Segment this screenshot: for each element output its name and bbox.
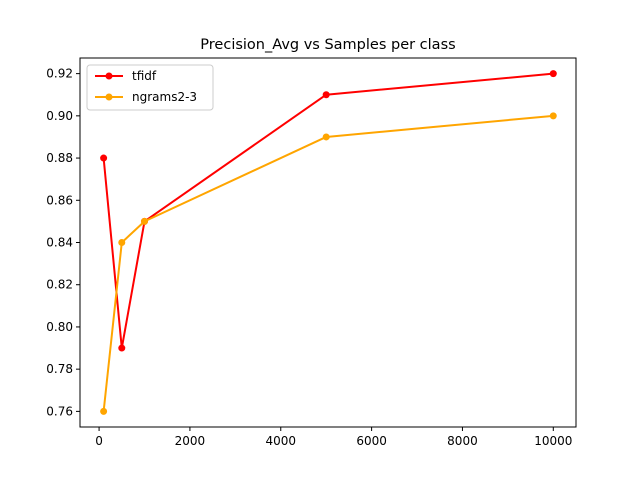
legend-marker-tfidf: [105, 72, 113, 80]
legend-label-ngrams2-3: ngrams2-3: [132, 90, 197, 104]
y-tick-label: 0.84: [46, 236, 73, 250]
y-tick-label: 0.78: [46, 362, 73, 376]
x-tick-label: 8000: [447, 434, 478, 448]
x-tick-label: 6000: [356, 434, 387, 448]
plot-area: 0 2000 4000 6000 8000 10000 0.76 0.78 0.80 0.82 0.…: [46, 57, 577, 448]
data-point-ngrams2-3: [140, 217, 148, 225]
data-point-ngrams2-3: [118, 239, 126, 246]
legend-label-tfidf: tfidf: [132, 69, 157, 83]
y-tick-label: 0.92: [46, 67, 73, 81]
y-tick-label: 0.80: [46, 320, 73, 334]
x-tick-label: 0: [95, 434, 103, 448]
x-tick-label: 4000: [265, 434, 296, 448]
data-point-ngrams2-3: [549, 112, 557, 120]
x-tick-label: 10000: [534, 434, 572, 448]
series-line-ngrams2-3: [102, 114, 554, 412]
y-tick-label: 0.90: [46, 109, 73, 123]
chart-title: Precision_Avg vs Samples per class: [200, 37, 455, 53]
data-point-tfidf: [100, 154, 108, 162]
data-point-ngrams2-3: [322, 133, 330, 141]
x-tick-label: 2000: [175, 434, 206, 448]
series-line-tfidf: [102, 72, 554, 350]
legend-marker-ngrams2-3: [105, 93, 113, 101]
data-point-tfidf: [322, 91, 330, 99]
axes-frame: [79, 57, 577, 428]
y-tick-label: 0.76: [46, 404, 73, 418]
data-point-ngrams2-3: [100, 407, 108, 415]
y-tick-label: 0.82: [46, 278, 73, 292]
y-tick-label: 0.88: [46, 151, 73, 165]
data-point-tfidf: [118, 344, 126, 352]
y-tick-label: 0.86: [46, 193, 73, 207]
data-point-tfidf: [549, 70, 557, 78]
